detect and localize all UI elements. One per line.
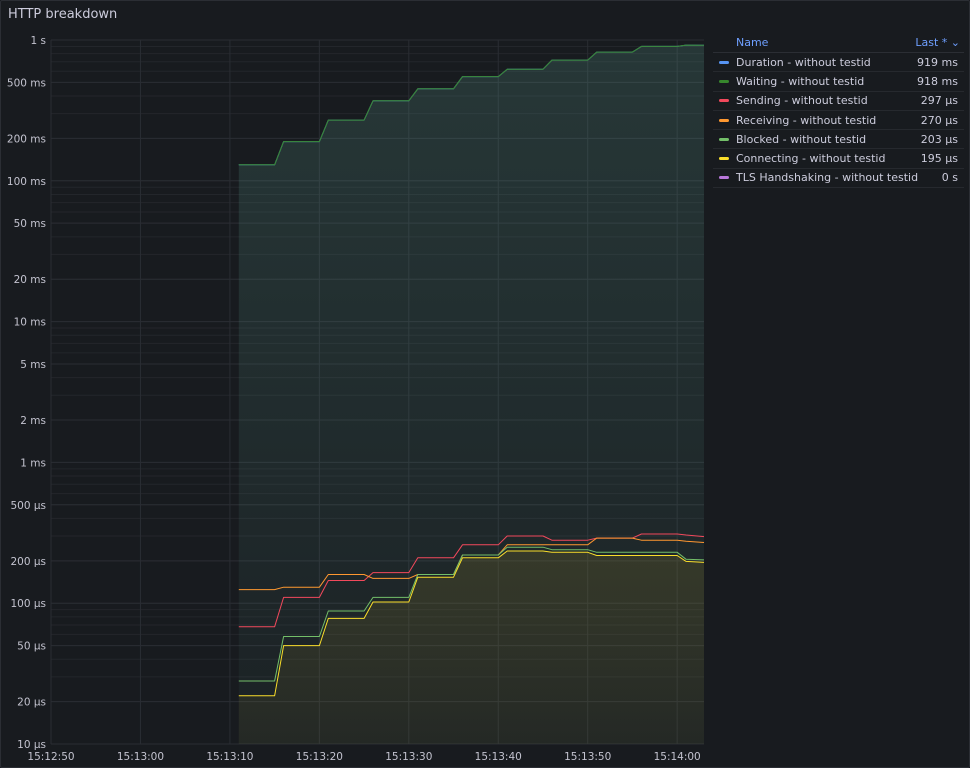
series-area xyxy=(238,551,705,744)
legend-item-name: TLS Handshaking - without testid xyxy=(736,171,919,185)
legend-name-header[interactable]: Name xyxy=(736,36,769,49)
y-tick-label: 1 s xyxy=(31,35,47,47)
legend-item-name: Blocked - without testid xyxy=(736,132,867,146)
legend-item-last-value: 195 µs xyxy=(920,152,958,166)
legend-item-last-value: 919 ms xyxy=(917,55,958,69)
y-tick-label: 500 ms xyxy=(7,77,46,89)
legend-item-last-value: 0 s xyxy=(941,171,958,185)
legend-item[interactable]: Duration - without testid 919 ms xyxy=(713,53,964,73)
x-tick-label: 15:13:20 xyxy=(296,751,343,763)
y-tick-label: 2 ms xyxy=(20,415,46,427)
series-color-swatch[interactable] xyxy=(719,99,729,103)
series-color-swatch[interactable] xyxy=(719,79,729,83)
series-line[interactable] xyxy=(238,550,705,697)
legend-header: Name Last * ⌄ xyxy=(713,33,964,53)
y-tick-label: 200 ms xyxy=(7,133,46,145)
y-tick-label: 500 µs xyxy=(10,500,46,512)
legend-item[interactable]: Blocked - without testid 203 µs xyxy=(713,130,964,150)
legend-item[interactable]: Connecting - without testid 195 µs xyxy=(713,149,964,169)
y-tick-label: 100 ms xyxy=(7,176,46,188)
series-line[interactable] xyxy=(238,533,705,628)
legend-item[interactable]: Receiving - without testid 270 µs xyxy=(713,111,964,131)
x-tick-label: 15:13:40 xyxy=(475,751,522,763)
legend-last-header[interactable]: Last * ⌄ xyxy=(915,36,960,49)
legend-item-last-value: 918 ms xyxy=(917,74,958,88)
series-line[interactable] xyxy=(238,546,705,682)
x-tick-label: 15:13:50 xyxy=(564,751,611,763)
y-tick-label: 100 µs xyxy=(10,598,46,610)
legend-item[interactable]: TLS Handshaking - without testid 0 s xyxy=(713,169,964,189)
legend-item-name: Waiting - without testid xyxy=(736,74,865,88)
legend-item-last-value: 297 µs xyxy=(920,94,958,108)
legend-item-name: Duration - without testid xyxy=(736,55,871,69)
legend-item-last-value: 270 µs xyxy=(920,113,958,127)
series-line[interactable] xyxy=(238,44,705,166)
x-tick-label: 15:13:00 xyxy=(117,751,164,763)
series-color-swatch[interactable] xyxy=(719,60,729,64)
legend-item[interactable]: Sending - without testid 297 µs xyxy=(713,92,964,111)
y-tick-label: 20 µs xyxy=(17,697,46,709)
y-tick-label: 50 ms xyxy=(14,218,46,230)
y-tick-label: 200 µs xyxy=(10,556,46,568)
series-color-swatch[interactable] xyxy=(719,176,729,180)
y-tick-label: 1 ms xyxy=(20,457,46,469)
legend-item-name: Sending - without testid xyxy=(736,94,868,108)
series-color-swatch[interactable] xyxy=(719,118,729,122)
x-tick-label: 15:12:50 xyxy=(27,751,74,763)
legend-table: Name Last * ⌄ Duration - without testid 9… xyxy=(713,33,964,189)
y-tick-label: 10 ms xyxy=(14,317,46,329)
x-tick-label: 15:14:00 xyxy=(654,751,701,763)
panel-title[interactable]: HTTP breakdown xyxy=(8,7,118,22)
legend-item-name: Receiving - without testid xyxy=(736,113,877,127)
x-tick-label: 15:13:10 xyxy=(206,751,253,763)
series-color-swatch[interactable] xyxy=(719,157,729,161)
y-tick-label: 5 ms xyxy=(20,359,46,371)
y-tick-label: 20 ms xyxy=(14,274,46,286)
y-tick-label: 10 µs xyxy=(17,739,46,751)
legend-item-name: Connecting - without testid xyxy=(736,152,886,166)
series-color-swatch[interactable] xyxy=(719,137,729,141)
y-tick-label: 50 µs xyxy=(17,641,46,653)
legend-item[interactable]: Waiting - without testid 918 ms xyxy=(713,72,964,92)
legend-item-last-value: 203 µs xyxy=(920,132,958,146)
x-tick-label: 15:13:30 xyxy=(385,751,432,763)
